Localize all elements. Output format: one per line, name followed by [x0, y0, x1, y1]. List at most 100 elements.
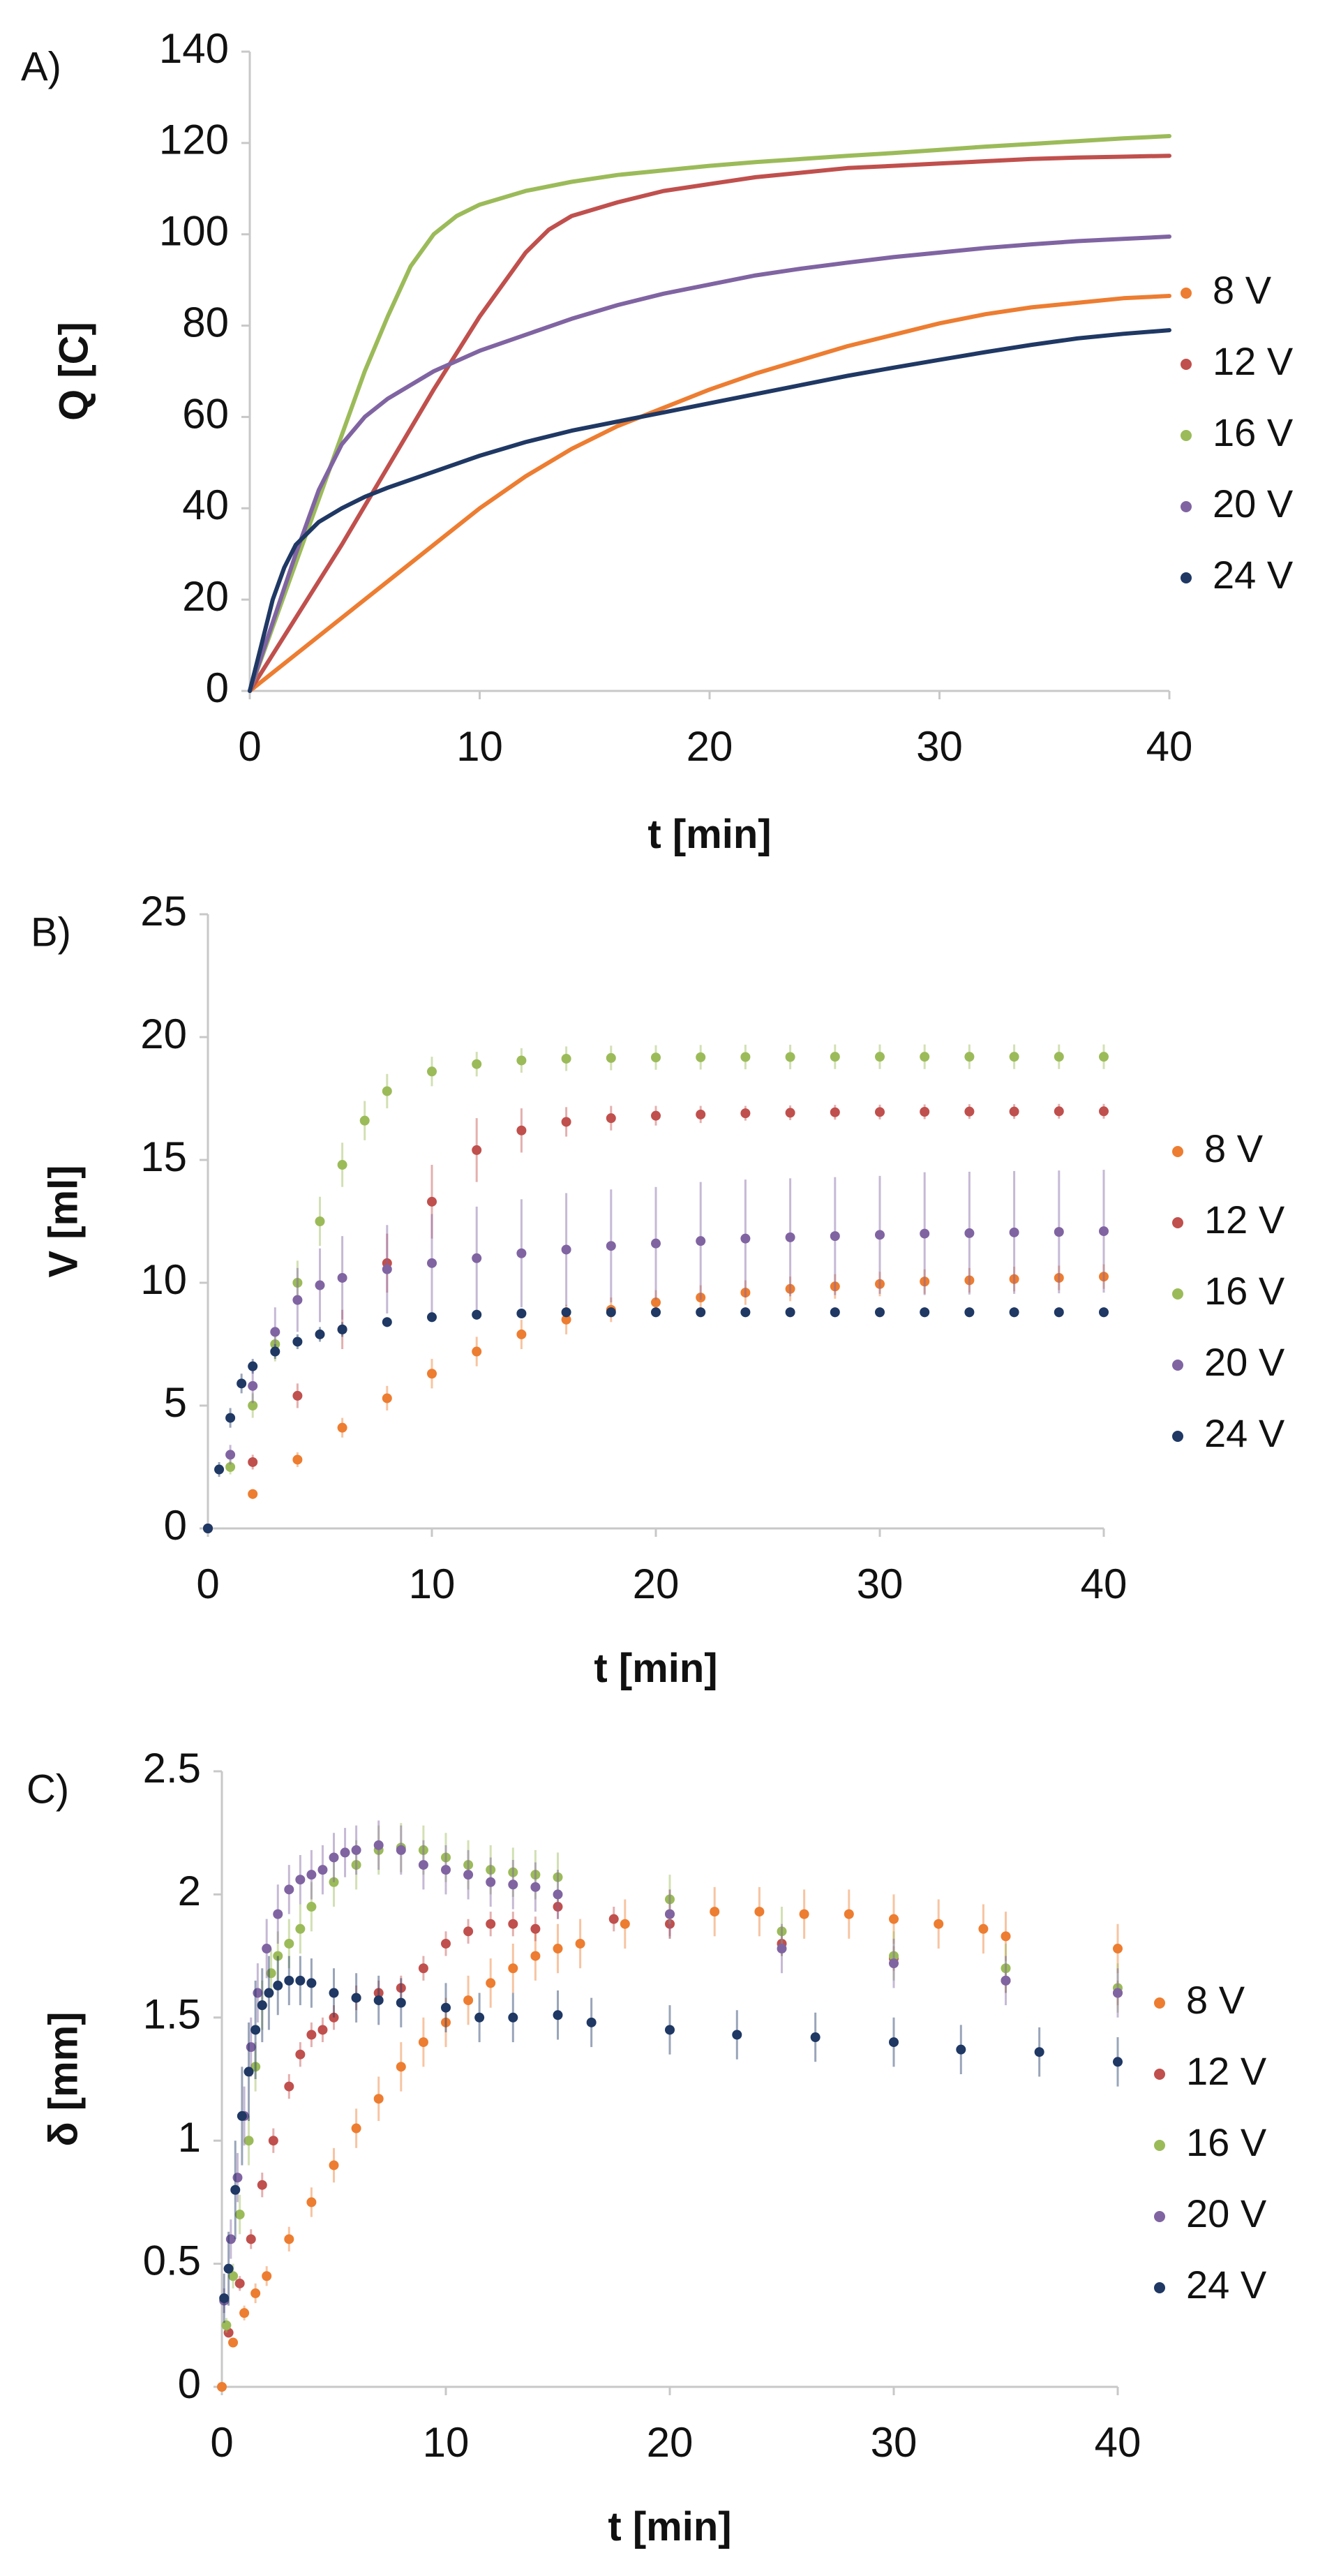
- data-point: [284, 2234, 294, 2244]
- legend-label: 16 V: [1213, 410, 1294, 454]
- x-tick-label: 30: [871, 2419, 917, 2466]
- legend-marker: [1181, 288, 1192, 299]
- series-20v: [203, 1170, 1109, 1533]
- y-tick-label: 100: [159, 208, 229, 255]
- legend-marker: [1181, 501, 1192, 512]
- data-point: [248, 1361, 258, 1371]
- data-point: [306, 1902, 317, 1912]
- y-tick-label: 0: [178, 2360, 201, 2407]
- data-point: [889, 2037, 899, 2048]
- data-point: [785, 1307, 795, 1318]
- data-point: [1113, 2057, 1123, 2067]
- data-point: [315, 1216, 325, 1226]
- data-point: [651, 1297, 661, 1308]
- data-point: [920, 1228, 930, 1239]
- data-point: [530, 1882, 541, 1892]
- data-point: [472, 1309, 482, 1320]
- data-point: [351, 1993, 361, 2003]
- data-point: [441, 1852, 451, 1863]
- data-point: [1001, 1931, 1011, 1942]
- data-point: [508, 2012, 518, 2023]
- data-point: [665, 1894, 675, 1905]
- data-point: [225, 1413, 236, 1423]
- legend-marker: [1172, 1431, 1183, 1442]
- data-point: [777, 1926, 787, 1937]
- data-point: [268, 2136, 278, 2146]
- x-axis-title: t [min]: [594, 1646, 717, 1691]
- legend-marker: [1154, 2211, 1165, 2222]
- data-point: [1099, 1052, 1109, 1062]
- y-tick-label: 20: [140, 1011, 187, 1057]
- y-tick-label: 60: [182, 390, 229, 437]
- data-point: [875, 1279, 885, 1289]
- x-tick-label: 10: [456, 723, 503, 770]
- data-point: [359, 1115, 370, 1126]
- series-12v: [223, 1894, 1123, 2338]
- data-point: [396, 1997, 406, 2008]
- data-point: [223, 2328, 234, 2338]
- data-point: [1054, 1106, 1064, 1117]
- data-point: [284, 1938, 294, 1949]
- data-point: [561, 1053, 571, 1064]
- data-point: [427, 1258, 437, 1268]
- legend-marker: [1172, 1217, 1183, 1228]
- data-point: [920, 1276, 930, 1287]
- data-point: [441, 1938, 451, 1949]
- data-point: [292, 1278, 303, 1288]
- data-point: [830, 1107, 840, 1117]
- data-point: [785, 1108, 795, 1118]
- y-tick-label: 5: [164, 1379, 187, 1426]
- data-point: [1113, 1988, 1123, 1998]
- legend-marker: [1172, 1288, 1183, 1300]
- data-point: [651, 1307, 661, 1318]
- data-point: [237, 1378, 247, 1389]
- data-point: [463, 1870, 474, 1880]
- data-point: [248, 1457, 258, 1467]
- data-point: [844, 1909, 854, 1919]
- data-point: [292, 1295, 303, 1305]
- data-point: [920, 1307, 930, 1318]
- data-point: [237, 2110, 247, 2121]
- data-point: [292, 1454, 303, 1465]
- data-point: [964, 1052, 975, 1062]
- data-point: [1009, 1307, 1019, 1318]
- data-point: [651, 1052, 661, 1063]
- data-point: [934, 1919, 944, 1929]
- x-tick-label: 0: [196, 1561, 219, 1607]
- x-tick-label: 20: [647, 2419, 694, 2466]
- data-point: [472, 1145, 482, 1155]
- series-12v: [203, 1103, 1109, 1533]
- data-point: [329, 1988, 339, 1998]
- data-point: [956, 2044, 966, 2055]
- data-point: [696, 1236, 706, 1246]
- data-point: [561, 1244, 571, 1255]
- data-point: [337, 1422, 347, 1433]
- legend-marker: [1181, 359, 1192, 370]
- data-point: [606, 1052, 616, 1063]
- data-point: [396, 1983, 406, 1993]
- y-tick-label: 80: [182, 299, 229, 345]
- chart-panel-c: C) 0 0.5 1 1.5 2 2.5 0 10 20 30 40 t [min] δ [mm] 8 V 1…: [27, 1745, 1267, 2549]
- legend-label: 12 V: [1213, 339, 1294, 383]
- chart-panel-b: B) 0 5 10 15 20 25 0 10 20 30 40 t [min] V [ml] 8 V 12 …: [31, 888, 1285, 1691]
- data-point: [225, 1462, 236, 1472]
- legend: 8 V 12 V 16 V 20 V 24 V: [1172, 1126, 1285, 1455]
- x-tick-label: 0: [238, 723, 261, 770]
- data-point: [306, 1870, 317, 1880]
- x-tick-label: 20: [633, 1561, 680, 1607]
- data-point: [486, 1865, 496, 1875]
- x-tick-label: 10: [409, 1561, 456, 1607]
- data-point: [463, 1926, 474, 1937]
- data-point: [441, 1865, 451, 1875]
- data-point: [530, 1951, 541, 1961]
- data-point: [889, 1958, 899, 1969]
- data-point: [427, 1196, 437, 1207]
- data-point: [351, 1860, 361, 1870]
- data-point: [606, 1307, 616, 1318]
- chart-panel-a: A) 0 20 40 60 80 100 120 140 0 10 20 30 40 t [min] Q [C…: [21, 25, 1294, 857]
- data-point: [284, 2081, 294, 2092]
- data-point: [530, 1923, 541, 1934]
- data-point: [830, 1281, 840, 1292]
- data-point: [830, 1052, 840, 1062]
- x-tick-label: 10: [423, 2419, 470, 2466]
